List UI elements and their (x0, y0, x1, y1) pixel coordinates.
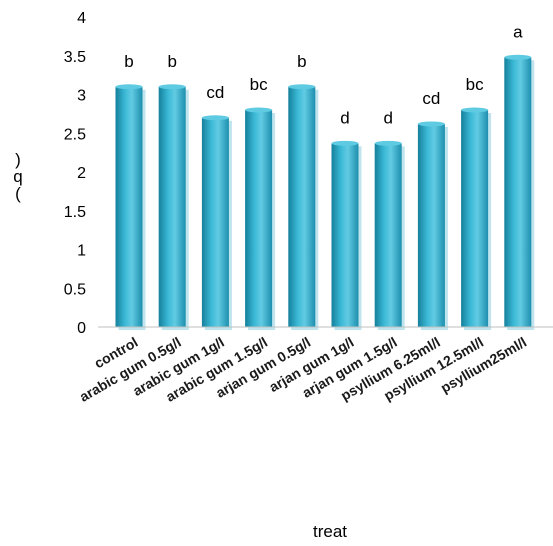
bar (461, 107, 492, 330)
bar-body (115, 86, 143, 327)
y-tick-label: 1 (77, 243, 86, 260)
bar (245, 107, 276, 330)
y-tick-label: 4 (77, 10, 86, 27)
data-label: cd (422, 89, 440, 108)
bar-body (461, 110, 489, 327)
bar-top (504, 54, 532, 60)
y-tick-label: 0 (77, 320, 86, 337)
bar-top (331, 140, 359, 146)
y-tick-label: 2.5 (64, 126, 86, 143)
bars (115, 54, 535, 331)
y-axis-label: ) q( (13, 150, 22, 203)
data-label: b (124, 52, 133, 71)
y-tick-label: 2 (77, 165, 86, 182)
bar-top (461, 107, 489, 113)
bar-body (158, 86, 186, 327)
bar (374, 140, 405, 330)
data-label: d (340, 108, 349, 127)
data-label: cd (206, 83, 224, 102)
data-label: a (513, 22, 523, 41)
bar-body (331, 143, 359, 327)
bar-top (374, 140, 402, 146)
bar-top (417, 121, 445, 127)
bar-top (158, 84, 186, 90)
x-axis-label: treat (313, 522, 347, 541)
bar-body (374, 143, 402, 327)
bar (504, 54, 535, 331)
bar (158, 84, 189, 330)
data-label: b (297, 52, 306, 71)
bar-top (201, 115, 229, 121)
bar (331, 140, 362, 330)
bar (417, 121, 448, 330)
bar-top (288, 84, 316, 90)
bar-top (245, 107, 273, 113)
bar (201, 115, 232, 330)
significance-letters: b b cd bc b d d cd bc a (124, 22, 523, 127)
bar-body (504, 57, 532, 328)
data-label: bc (466, 75, 484, 94)
bar (115, 84, 146, 330)
bar-body (245, 110, 273, 327)
y-tick-label: 0.5 (64, 281, 86, 298)
bar-body (417, 123, 445, 327)
bar (288, 84, 319, 330)
bar-top (115, 84, 143, 90)
y-tick-label: 1.5 (64, 204, 86, 221)
data-label: bc (250, 75, 268, 94)
y-axis-ticks: 0 0.5 1 1.5 2 2.5 3 3.5 4 (64, 10, 86, 337)
bar-body (201, 117, 229, 327)
bar-body (288, 86, 316, 327)
y-tick-label: 3.5 (64, 49, 86, 66)
data-label: d (383, 108, 392, 127)
data-label: b (167, 52, 176, 71)
y-tick-label: 3 (77, 88, 86, 105)
